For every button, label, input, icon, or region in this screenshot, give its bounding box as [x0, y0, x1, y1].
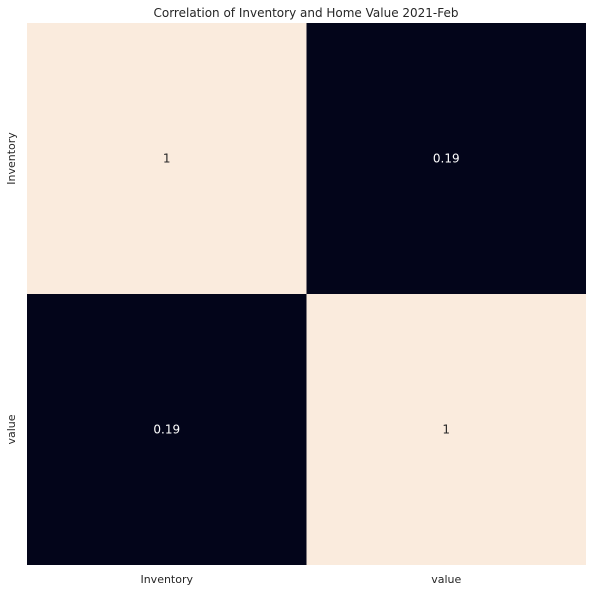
- heatmap-cell-label: 0.19: [153, 423, 180, 437]
- heatmap-cell-labels: 1 0.19 0.19 1: [153, 152, 459, 437]
- heatmap-cell-label: 0.19: [433, 152, 460, 166]
- x-tick-label: Inventory: [140, 573, 193, 586]
- y-tick-label: Inventory: [5, 132, 18, 185]
- y-axis-tick-labels: Inventory value: [5, 132, 18, 445]
- heatmap-cell-label: 1: [163, 152, 171, 166]
- x-axis-tick-labels: Inventory value: [140, 573, 461, 586]
- heatmap-cell: [27, 294, 307, 565]
- heatmap-cell-label: 1: [442, 423, 450, 437]
- heatmap-cells: [27, 23, 586, 565]
- chart-title: Correlation of Inventory and Home Value …: [153, 6, 458, 20]
- x-tick-label: value: [431, 573, 461, 586]
- heatmap-cell: [27, 23, 307, 294]
- heatmap-cell: [306, 294, 586, 565]
- heatmap-cell: [306, 23, 586, 294]
- y-tick-label: value: [5, 414, 18, 444]
